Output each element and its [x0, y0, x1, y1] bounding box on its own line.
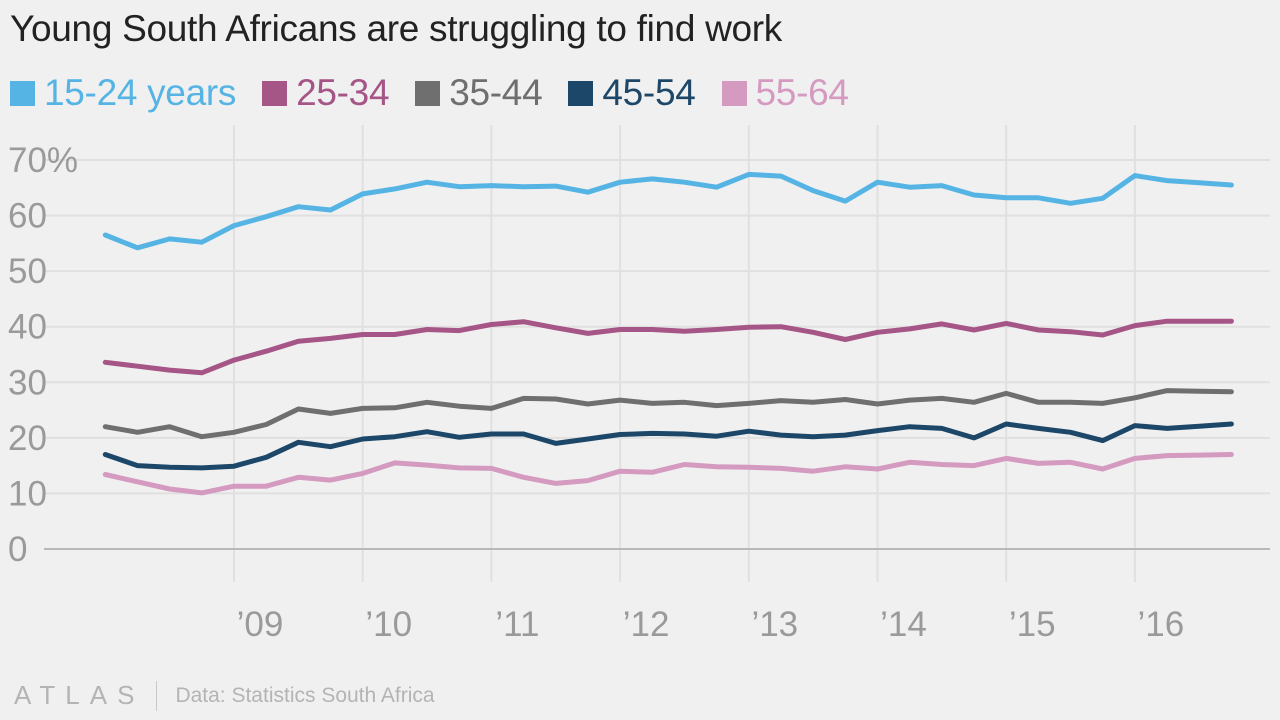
- legend-item-15-24: 15-24 years: [10, 72, 236, 114]
- y-tick-label: 20: [8, 419, 47, 458]
- legend-label: 15-24 years: [44, 72, 237, 113]
- legend-item-25-34: 25-34: [262, 72, 390, 114]
- y-tick-label: 10: [8, 474, 47, 513]
- legend-label: 25-34: [296, 72, 390, 113]
- line-chart: 0 10 20 30 40 50 60 70% ’09 ’10 ’11 ’12 ’13 ’14 ’15 ’16: [8, 125, 1270, 644]
- x-tick-label: ’10: [365, 605, 412, 644]
- y-tick-label: 50: [8, 252, 47, 291]
- x-tick-label: ’14: [880, 605, 927, 644]
- series-line-25-34: [102, 318, 1234, 376]
- chart-title: Young South Africans are struggling to f…: [10, 8, 782, 49]
- y-tick-label: 0: [8, 530, 27, 569]
- x-tick-label: ’09: [237, 605, 284, 644]
- x-tick-label: ’16: [1138, 605, 1185, 644]
- series-line-45-54: [102, 421, 1234, 471]
- legend-label: 45-54: [602, 72, 696, 113]
- footer-divider: [156, 680, 158, 711]
- series-line-35-44: [102, 388, 1234, 440]
- legend-label: 55-64: [755, 72, 849, 113]
- x-tick-label: ’15: [1009, 605, 1056, 644]
- chart-footer: ATLAS Data: Statistics South Africa: [14, 680, 435, 711]
- y-tick-label: 40: [8, 308, 47, 347]
- series-line-15-24-years: [102, 171, 1234, 251]
- legend-label: 35-44: [449, 72, 543, 113]
- y-tick-label: 30: [8, 363, 47, 402]
- legend-swatch: [10, 80, 35, 106]
- y-tick-label: 60: [8, 197, 47, 236]
- x-tick-label: ’12: [623, 605, 670, 644]
- x-tick-label: ’13: [751, 605, 798, 644]
- chart-legend: 15-24 years 25-34 35-44 45-54 55-64: [10, 72, 875, 114]
- series-line-55-64: [102, 452, 1234, 496]
- atlas-logo: ATLAS: [14, 680, 145, 710]
- legend-item-55-64: 55-64: [721, 72, 849, 114]
- x-tick-label: ’11: [495, 605, 539, 644]
- legend-item-35-44: 35-44: [415, 72, 543, 114]
- data-source: Data: Statistics South Africa: [175, 683, 435, 707]
- legend-swatch: [262, 80, 288, 106]
- legend-item-45-54: 45-54: [568, 72, 696, 114]
- legend-swatch: [415, 80, 441, 106]
- legend-swatch: [721, 80, 747, 106]
- y-tick-label: 70%: [8, 141, 78, 180]
- legend-swatch: [568, 80, 594, 106]
